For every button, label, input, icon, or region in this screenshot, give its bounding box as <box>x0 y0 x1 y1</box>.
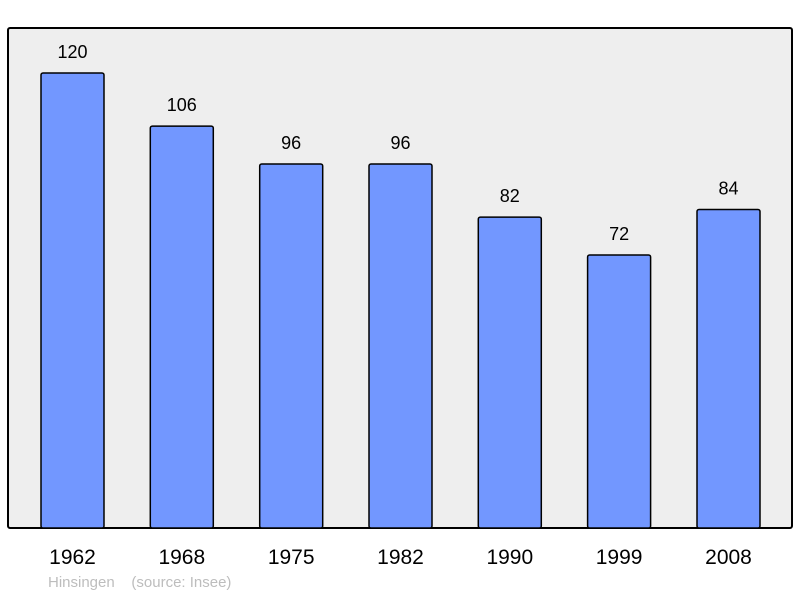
x-tick-1975: 1975 <box>268 546 315 569</box>
caption-source: (source: Insee) <box>131 574 232 591</box>
x-tick-1962: 1962 <box>49 546 96 569</box>
caption-place: Hinsingen <box>48 574 115 591</box>
bars-group <box>40 72 761 529</box>
x-tick-labels-group: 1962 1968 1975 1982 1990 1999 2008 <box>49 546 752 569</box>
x-tick-2008: 2008 <box>705 546 752 569</box>
data-label-2008: 84 <box>718 179 738 199</box>
chart-caption: Hinsingen (source: Insee) <box>48 574 231 591</box>
x-tick-1982: 1982 <box>377 546 424 569</box>
data-labels-group: 120 106 96 96 82 72 84 <box>57 42 738 244</box>
bar-2008 <box>696 208 761 529</box>
bar-1982 <box>368 163 433 529</box>
bar-1968 <box>149 125 215 529</box>
data-label-1975: 96 <box>281 133 301 153</box>
data-label-1999: 72 <box>609 224 629 244</box>
x-tick-1999: 1999 <box>596 546 643 569</box>
x-tick-1968: 1968 <box>158 546 205 569</box>
bar-1999 <box>586 254 652 529</box>
bar-1962 <box>40 72 105 529</box>
bar-1975 <box>258 163 324 529</box>
data-label-1990: 82 <box>500 186 520 206</box>
x-tick-1990: 1990 <box>486 546 533 569</box>
bar-1990 <box>477 216 543 529</box>
data-label-1962: 120 <box>57 42 87 62</box>
data-label-1968: 106 <box>167 95 197 115</box>
data-label-1982: 96 <box>390 133 410 153</box>
